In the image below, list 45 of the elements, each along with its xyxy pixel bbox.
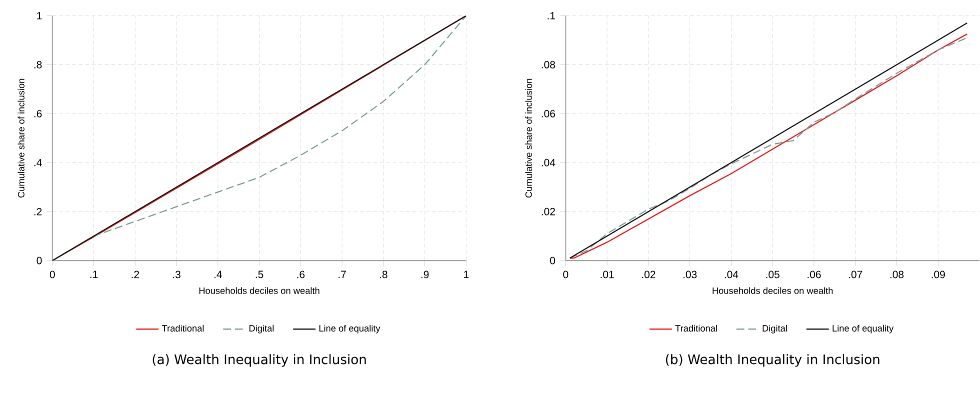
legend-label: Traditional	[675, 324, 717, 332]
y-tick-label: .4	[34, 158, 42, 166]
x-tick-label: .2	[132, 270, 139, 278]
x-tick-label: .8	[380, 270, 388, 278]
y-tick-label: .06	[542, 110, 556, 118]
x-tick-label: .6	[297, 270, 305, 278]
x-tick-label: .3	[173, 270, 180, 278]
y-tick-label: .6	[34, 110, 42, 118]
x-tick-label: 1	[464, 270, 469, 278]
x-tick-label: .05	[766, 270, 780, 278]
y-axis-title: Cumulative share of inclusion	[18, 78, 24, 198]
x-axis-title: Households deciles on wealth	[712, 286, 833, 294]
text: (a) Wealth Inequality in Inclusion	[152, 354, 366, 367]
legend-label: Traditional	[162, 324, 204, 332]
x-tick-label: .08	[890, 270, 904, 278]
x-tick-label: .03	[684, 270, 697, 278]
y-tick-label: .8	[34, 60, 42, 68]
y-tick-label: .08	[542, 60, 556, 68]
y-tick-label: 1	[37, 12, 42, 20]
y-tick-label: .1	[548, 12, 555, 20]
text: (b) Wealth Inequality in Inclusion	[666, 354, 880, 367]
x-tick-label: .02	[642, 270, 656, 278]
x-tick-label: .07	[849, 270, 862, 278]
y-tick-label: .2	[34, 208, 42, 216]
x-tick-label: .04	[724, 270, 738, 278]
x-tick-label: .9	[421, 270, 429, 278]
x-tick-label: .01	[600, 270, 614, 278]
x-tick-label: .1	[90, 270, 98, 278]
y-tick-label: .02	[542, 208, 555, 216]
y-axis-title: Cumulative share of inclusion	[525, 78, 532, 198]
x-tick-label: .7	[338, 270, 346, 278]
x-tick-label: .5	[256, 270, 264, 278]
x-tick-label: .09	[932, 270, 945, 278]
x-axis-title: Households deciles on wealth	[199, 286, 320, 294]
y-tick-label: .04	[542, 158, 556, 166]
y-tick-label: 0	[36, 256, 42, 264]
x-tick-label: 0	[50, 270, 55, 278]
legend-label: Line of equality	[832, 324, 894, 334]
legend-label: Line of equality	[319, 324, 380, 334]
x-tick-label: .4	[214, 270, 222, 278]
legend-label: Digital	[762, 324, 787, 334]
legend-label: Digital	[249, 324, 274, 334]
y-tick-label: 0	[550, 256, 556, 264]
x-tick-label: 0	[563, 270, 568, 278]
x-tick-label: .06	[808, 270, 821, 278]
